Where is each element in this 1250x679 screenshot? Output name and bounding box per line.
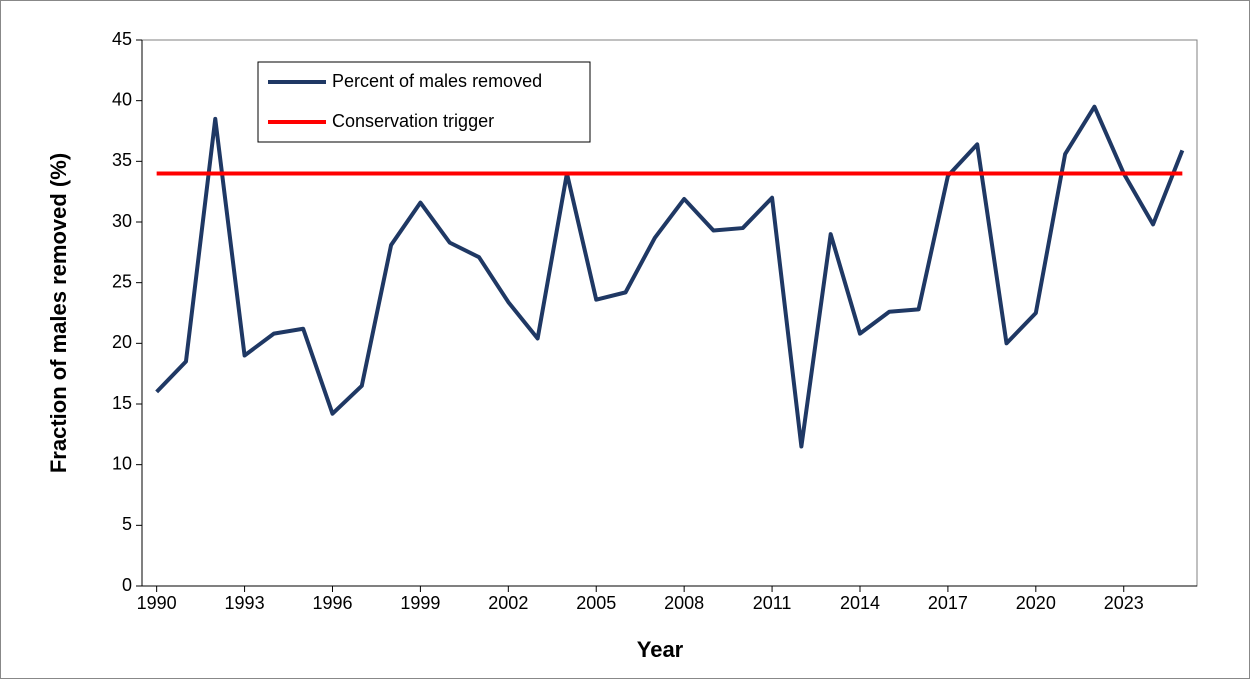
x-tick-label: 2020 — [1016, 593, 1056, 613]
y-tick-label: 30 — [112, 211, 132, 231]
x-tick-label: 2005 — [576, 593, 616, 613]
y-tick-label: 40 — [112, 89, 132, 109]
legend-label: Percent of males removed — [332, 71, 542, 91]
x-tick-label: 1999 — [400, 593, 440, 613]
y-tick-label: 0 — [122, 575, 132, 595]
x-tick-label: 1990 — [137, 593, 177, 613]
x-tick-label: 1996 — [312, 593, 352, 613]
x-axis-title: Year — [637, 637, 684, 662]
y-tick-label: 15 — [112, 393, 132, 413]
y-tick-label: 20 — [112, 332, 132, 352]
y-tick-label: 45 — [112, 29, 132, 49]
x-tick-label: 2011 — [753, 593, 792, 613]
x-tick-label: 2002 — [488, 593, 528, 613]
x-tick-label: 2008 — [664, 593, 704, 613]
x-tick-label: 2023 — [1104, 593, 1144, 613]
y-axis-title: Fraction of males removed (%) — [46, 153, 71, 473]
x-tick-label: 2014 — [840, 593, 880, 613]
y-tick-label: 35 — [112, 150, 132, 170]
y-tick-label: 5 — [122, 514, 132, 534]
x-tick-label: 1993 — [225, 593, 265, 613]
legend-label: Conservation trigger — [332, 111, 494, 131]
series-line — [155, 104, 1185, 449]
legend-box — [257, 61, 591, 143]
x-tick-label: 2017 — [928, 593, 968, 613]
y-tick-label: 10 — [112, 453, 132, 473]
y-tick-label: 25 — [112, 271, 132, 291]
